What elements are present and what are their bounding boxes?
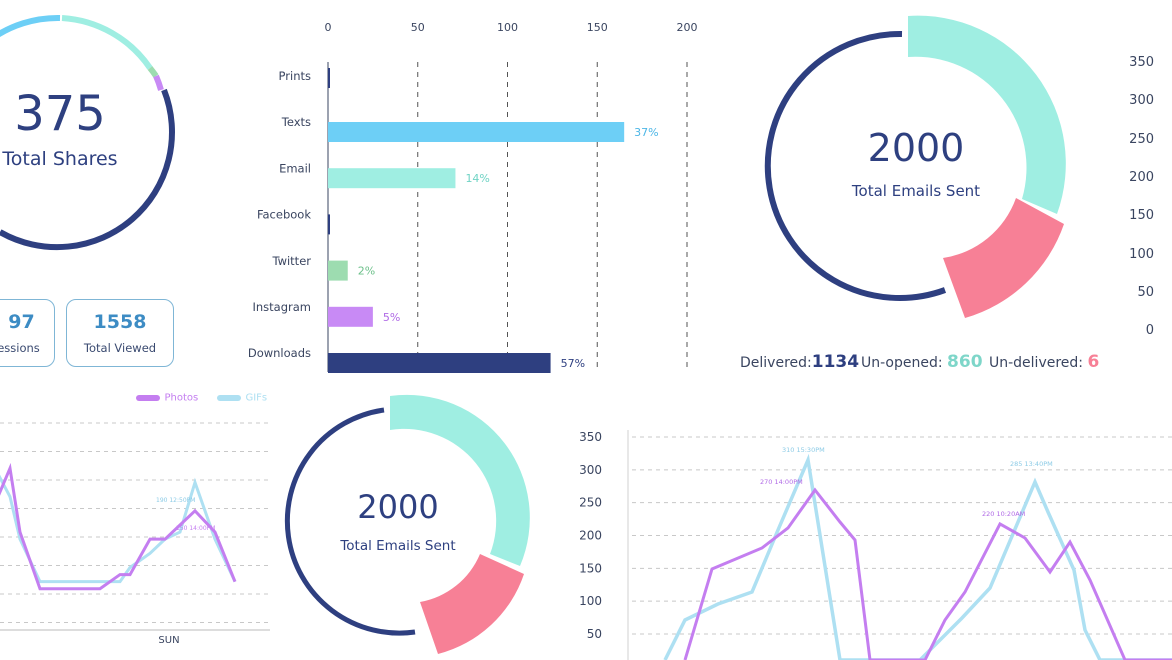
undelivered-value: 6 bbox=[1087, 352, 1100, 372]
bar-twitter[interactable] bbox=[328, 260, 348, 281]
emails-donut-large-rings bbox=[764, 15, 1066, 318]
right-axis-tick: 200 bbox=[1129, 169, 1154, 185]
emails-donut-small bbox=[284, 394, 530, 654]
bar-category-label: Prints bbox=[279, 69, 311, 83]
bar-data-label: 57% bbox=[561, 357, 585, 370]
line-right-annotation: 285 13:40PM bbox=[1010, 460, 1053, 468]
right-axis-tick: 50 bbox=[1137, 284, 1154, 300]
bar-instagram[interactable] bbox=[328, 306, 373, 327]
sessions-label: essions bbox=[0, 341, 40, 355]
line-right-y-tick: 50 bbox=[587, 627, 602, 641]
emails-arc-undelivered-large-fill bbox=[943, 198, 1064, 318]
line-right-annotation: 220 10:20AM bbox=[982, 510, 1025, 518]
total-shares-value: 375 bbox=[14, 86, 106, 142]
line-right-annotation: 270 14:00PM bbox=[760, 478, 803, 486]
line-left-xlabel: SUN bbox=[158, 635, 179, 646]
bar-x-tick: 200 bbox=[677, 21, 698, 34]
shares-arc-sky bbox=[0, 14, 61, 38]
right-axis-tick: 350 bbox=[1129, 55, 1154, 70]
emails-total-label-large: Total Emails Sent bbox=[851, 182, 981, 200]
bar-category-label: Facebook bbox=[257, 208, 311, 222]
line-right-y-tick: 100 bbox=[579, 594, 602, 608]
line-left-series-photos[interactable] bbox=[0, 462, 237, 591]
bar-texts[interactable] bbox=[328, 122, 625, 142]
bar-x-tick: 0 bbox=[325, 21, 332, 34]
line-right-y-tick: 250 bbox=[579, 496, 602, 510]
unopened-value: 860 bbox=[947, 352, 983, 372]
delivered-summary: Delivered:1134 bbox=[740, 352, 859, 372]
shares-donut bbox=[0, 14, 175, 251]
photos-swatch bbox=[136, 394, 160, 401]
total-viewed-value: 1558 bbox=[93, 311, 147, 333]
line-right-y-tick: 150 bbox=[579, 561, 602, 575]
sessions-card[interactable]: 97 essions bbox=[0, 299, 55, 367]
emails-total-label-small: Total Emails Sent bbox=[340, 538, 456, 554]
bar-facebook[interactable] bbox=[328, 214, 330, 235]
bar-chart-plot: 0 50 100 150 200 Prints Texts 37% Email 14% Facebo… bbox=[248, 21, 698, 373]
emails-total-value-large: 2000 bbox=[867, 126, 965, 170]
bar-data-label: 2% bbox=[358, 265, 375, 278]
photos-legend-label: Photos bbox=[164, 392, 199, 404]
right-axis-tick: 250 bbox=[1129, 131, 1154, 147]
bar-data-label: 5% bbox=[383, 311, 400, 324]
total-viewed-card[interactable]: 1558 Total Viewed bbox=[66, 299, 174, 367]
emails-total-value-small: 2000 bbox=[357, 488, 439, 526]
bar-data-label: 37% bbox=[634, 126, 658, 139]
bar-data-label: 14% bbox=[465, 172, 489, 185]
line-legend-gifs: GIFs bbox=[217, 389, 267, 407]
unopened-summary: Un-opened: 860 bbox=[861, 352, 983, 372]
gifs-legend-label: GIFs bbox=[245, 392, 268, 404]
bar-chart: 0 50 100 150 200 Prints Texts 37% Email 14% Facebo… bbox=[0, 0, 720, 380]
bar-x-tick: 100 bbox=[497, 21, 518, 34]
line-left-annotation: 150 14:00PM bbox=[176, 525, 215, 532]
line-legend-photos: Photos bbox=[136, 389, 198, 407]
undelivered-summary: Un-delivered: 6 bbox=[989, 352, 1099, 372]
bar-email[interactable] bbox=[328, 168, 456, 189]
emails-arc-undelivered-small bbox=[420, 554, 524, 654]
undelivered-label: Un-delivered: bbox=[989, 355, 1084, 371]
total-shares-label: Total Shares bbox=[2, 148, 118, 170]
bar-x-tick: 50 bbox=[411, 21, 425, 34]
right-axis-tick: 100 bbox=[1129, 246, 1154, 262]
delivered-value: 1134 bbox=[811, 352, 860, 372]
right-axis-tick: 150 bbox=[1129, 208, 1154, 224]
bar-x-tick: 150 bbox=[587, 21, 608, 34]
emails-arc-unopened-small bbox=[390, 394, 530, 566]
line-right-y-tick: 350 bbox=[579, 430, 602, 444]
shares-arc-navy bbox=[0, 88, 175, 251]
line-chart-left: SUN 190 12:50PM 150 14:00PM bbox=[0, 422, 270, 646]
sessions-value: 97 bbox=[8, 311, 35, 333]
bar-category-label: Texts bbox=[281, 115, 311, 129]
line-right-annotation: 310 15:30PM bbox=[782, 446, 825, 454]
unopened-label: Un-opened: bbox=[861, 355, 943, 371]
line-right-series-gifs[interactable] bbox=[663, 453, 1172, 660]
emails-arc-delivered-small bbox=[284, 407, 416, 636]
bar-category-label: Twitter bbox=[271, 254, 311, 268]
total-viewed-label: Total Viewed bbox=[83, 341, 157, 355]
line-chart-right: 350 300 250 200 150 100 50 310 15:30PM 270 14:00… bbox=[579, 430, 1172, 660]
shares-arc-purple bbox=[153, 74, 164, 91]
emails-arc-delivered-large bbox=[764, 30, 947, 301]
emails-arc-unopened-large bbox=[908, 15, 1066, 215]
gifs-swatch bbox=[217, 394, 241, 401]
shares-arc-green bbox=[147, 66, 159, 78]
bar-downloads[interactable] bbox=[328, 353, 551, 373]
delivered-label: Delivered: bbox=[740, 355, 812, 371]
shares-arc-mint bbox=[61, 15, 153, 70]
right-axis-tick: 0 bbox=[1145, 323, 1154, 339]
line-left-annotation: 190 12:50PM bbox=[156, 497, 195, 504]
bar-category-label: Instagram bbox=[252, 300, 311, 314]
right-axis-tick: 300 bbox=[1129, 93, 1154, 109]
bar-prints[interactable] bbox=[328, 68, 330, 88]
line-right-y-tick: 200 bbox=[579, 529, 602, 543]
bar-category-label: Downloads bbox=[248, 346, 311, 360]
line-right-y-tick: 300 bbox=[579, 463, 602, 477]
bar-category-label: Email bbox=[279, 161, 311, 175]
line-right-series-photos[interactable] bbox=[683, 487, 1172, 660]
